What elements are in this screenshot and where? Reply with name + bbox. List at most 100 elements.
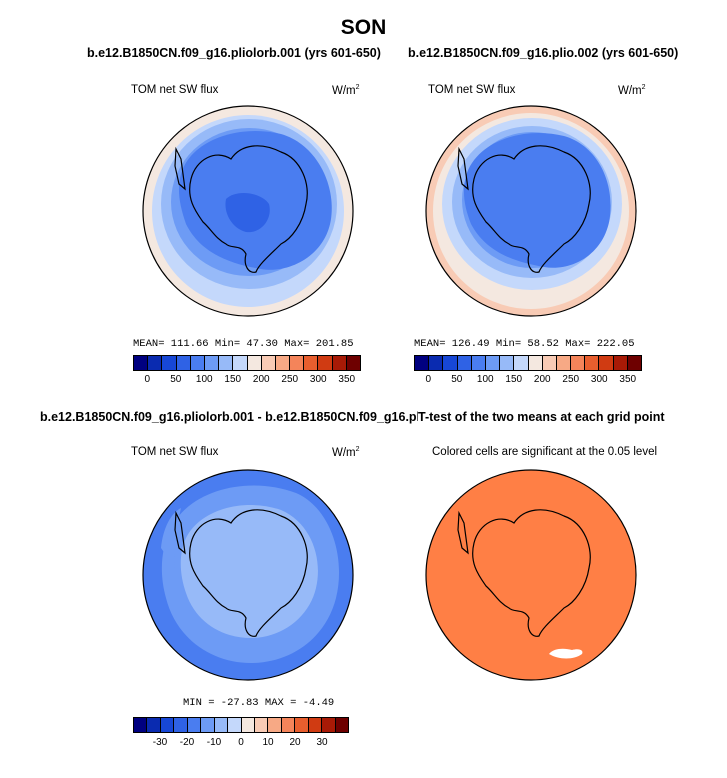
colorbar-tick-label: 100 [476, 374, 494, 385]
panel3-variable-label: TOM net SW flux [131, 446, 219, 458]
main-title: SON [340, 16, 387, 39]
panel1-stats: MEAN= 111.66 Min= 47.30 Max= 201.85 [133, 338, 354, 350]
panel2-coastline [457, 145, 591, 273]
colorbar-swatch [457, 356, 472, 370]
colorbar-swatch [556, 356, 572, 370]
colorbar-tick-label: 150 [505, 374, 523, 385]
colorbar-swatch [228, 718, 242, 732]
colorbar-tick-label: 0 [144, 374, 151, 385]
title-right-case: b.e12.B1850CN.f09_g16.plio.002 (yrs 601-… [408, 46, 679, 60]
colorbar-swatch [485, 356, 501, 370]
colorbar-tick-label: 300 [309, 374, 327, 385]
colorbar-swatch [281, 718, 296, 732]
colorbar-tick-label: 10 [262, 737, 274, 748]
colorbar-tick-label: 0 [238, 737, 244, 748]
panel1-colorbar-ticks: 0 50 100 150 200 250 300 350 [133, 374, 361, 388]
panel1-coastline [174, 145, 308, 273]
colorbar-swatch [261, 356, 276, 370]
colorbar-swatch [318, 356, 333, 370]
colorbar-swatch [254, 718, 269, 732]
colorbar-tick-label: 200 [252, 374, 270, 385]
panel2-colorbar [414, 355, 642, 371]
title-left-case: b.e12.B1850CN.f09_g16.pliolorb.001 (yrs … [87, 46, 381, 60]
colorbar-swatch [322, 718, 336, 732]
panel4-coastline [457, 509, 591, 637]
colorbar-swatch [528, 356, 543, 370]
colorbar-swatch [542, 356, 557, 370]
colorbar-swatch [346, 356, 360, 370]
panel2-units-label: W/m2 [618, 84, 646, 97]
colorbar-swatch [514, 356, 529, 370]
colorbar-swatch [500, 356, 515, 370]
colorbar-swatch [187, 718, 202, 732]
colorbar-tick-label: 150 [224, 374, 242, 385]
colorbar-swatch [219, 356, 234, 370]
colorbar-swatch [162, 356, 177, 370]
colorbar-tick-label: 50 [170, 374, 182, 385]
colorbar-tick-label: -20 [179, 737, 195, 748]
panel3-coastline [174, 509, 308, 637]
colorbar-swatch [275, 356, 291, 370]
colorbar-swatch [304, 356, 319, 370]
colorbar-tick-label: 50 [451, 374, 463, 385]
colorbar-tick-label: 0 [425, 374, 432, 385]
panel2-colorbar-ticks: 0 50 100 150 200 250 300 350 [414, 374, 642, 388]
colorbar-tick-label: 350 [619, 374, 637, 385]
colorbar-tick-label: 350 [338, 374, 356, 385]
colorbar-swatch [268, 718, 282, 732]
title-ttest: T-test of the two means at each grid poi… [418, 410, 665, 424]
colorbar-swatch [585, 356, 600, 370]
colorbar-swatch [190, 356, 205, 370]
panel4-note: Colored cells are significant at the 0.0… [432, 446, 658, 458]
panel3-map [142, 469, 354, 681]
colorbar-swatch [308, 718, 323, 732]
colorbar-swatch [571, 356, 586, 370]
colorbar-swatch [290, 356, 305, 370]
colorbar-swatch [134, 356, 149, 370]
panel3-stats: MIN = -27.83 MAX = -4.49 [183, 697, 335, 709]
colorbar-swatch [599, 356, 614, 370]
colorbar-swatch [176, 356, 191, 370]
colorbar-tick-label: 250 [281, 374, 299, 385]
colorbar-tick-label: 20 [289, 737, 301, 748]
colorbar-tick-label: 100 [195, 374, 213, 385]
panel2-variable-label: TOM net SW flux [428, 84, 516, 96]
colorbar-swatch [295, 718, 309, 732]
panel3-colorbar-ticks: -30 -20 -10 0 10 20 30 [133, 737, 349, 751]
panel2-map [425, 105, 637, 317]
colorbar-swatch [174, 718, 188, 732]
colorbar-swatch [147, 718, 161, 732]
colorbar-swatch [148, 356, 163, 370]
colorbar-swatch [214, 718, 229, 732]
colorbar-swatch [471, 356, 486, 370]
colorbar-swatch [201, 718, 215, 732]
colorbar-swatch [233, 356, 248, 370]
colorbar-tick-label: 30 [316, 737, 328, 748]
panel1-variable-label: TOM net SW flux [131, 84, 219, 96]
panel3-colorbar [133, 717, 349, 733]
colorbar-tick-label: 250 [562, 374, 580, 385]
panel1-map [142, 105, 354, 317]
colorbar-tick-label: -10 [206, 737, 222, 748]
colorbar-swatch [613, 356, 628, 370]
panel2-stats: MEAN= 126.49 Min= 58.52 Max= 222.05 [414, 338, 635, 350]
colorbar-tick-label: 300 [590, 374, 608, 385]
colorbar-swatch [332, 356, 347, 370]
title-difference: b.e12.B1850CN.f09_g16.pliolorb.001 - b.e… [40, 410, 456, 424]
panel1-units-label: W/m2 [332, 84, 360, 97]
colorbar-swatch [247, 356, 262, 370]
colorbar-swatch [204, 356, 220, 370]
colorbar-swatch [429, 356, 444, 370]
panel1-colorbar [133, 355, 361, 371]
panel4-map [425, 469, 637, 681]
colorbar-swatch [160, 718, 175, 732]
colorbar-swatch [241, 718, 255, 732]
colorbar-swatch [335, 718, 348, 732]
colorbar-tick-label: -30 [152, 737, 168, 748]
colorbar-swatch [443, 356, 458, 370]
colorbar-swatch [415, 356, 430, 370]
panel3-units-label: W/m2 [332, 446, 360, 459]
colorbar-swatch [134, 718, 148, 732]
colorbar-swatch [627, 356, 641, 370]
colorbar-tick-label: 200 [533, 374, 551, 385]
